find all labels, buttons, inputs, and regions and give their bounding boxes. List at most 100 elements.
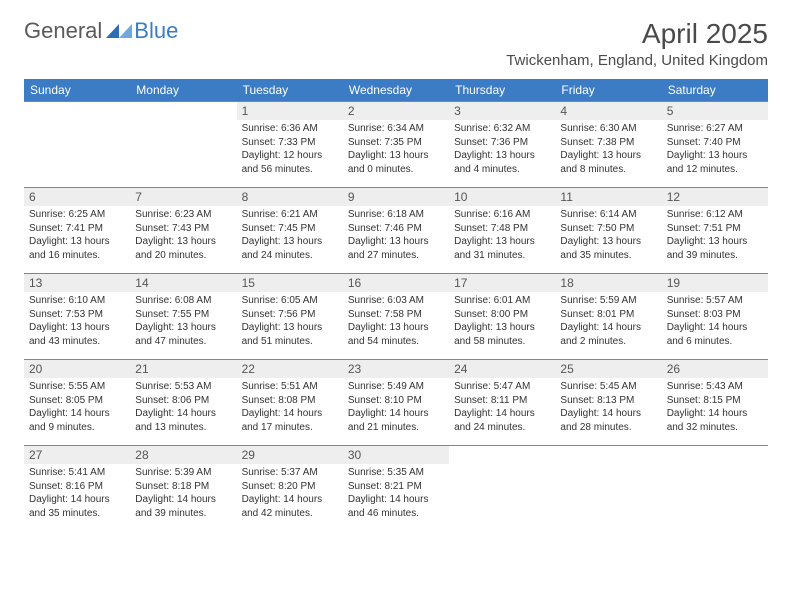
title-block: April 2025 Twickenham, England, United K…	[506, 18, 768, 69]
calendar-cell: 25Sunrise: 5:45 AMSunset: 8:13 PMDayligh…	[555, 359, 661, 445]
day-number-bar: 22	[237, 359, 343, 378]
day-number-bar: 2	[343, 101, 449, 120]
day-details: Sunrise: 6:01 AMSunset: 8:00 PMDaylight:…	[449, 292, 555, 352]
logo: General Blue	[24, 18, 178, 44]
calendar-cell: 4Sunrise: 6:30 AMSunset: 7:38 PMDaylight…	[555, 101, 661, 187]
day-number-bar: 7	[130, 187, 236, 206]
calendar-cell: 8Sunrise: 6:21 AMSunset: 7:45 PMDaylight…	[237, 187, 343, 273]
calendar-cell: 26Sunrise: 5:43 AMSunset: 8:15 PMDayligh…	[662, 359, 768, 445]
day-number-bar: 21	[130, 359, 236, 378]
calendar-cell: 28Sunrise: 5:39 AMSunset: 8:18 PMDayligh…	[130, 445, 236, 531]
day-details: Sunrise: 6:23 AMSunset: 7:43 PMDaylight:…	[130, 206, 236, 266]
day-details: Sunrise: 5:59 AMSunset: 8:01 PMDaylight:…	[555, 292, 661, 352]
calendar-cell	[130, 101, 236, 187]
day-number-bar: 12	[662, 187, 768, 206]
weekday-header-row: SundayMondayTuesdayWednesdayThursdayFrid…	[24, 79, 768, 101]
calendar-cell: 23Sunrise: 5:49 AMSunset: 8:10 PMDayligh…	[343, 359, 449, 445]
day-number-bar: 28	[130, 445, 236, 464]
day-number-bar: 5	[662, 101, 768, 120]
day-details: Sunrise: 5:53 AMSunset: 8:06 PMDaylight:…	[130, 378, 236, 438]
day-number-bar: 10	[449, 187, 555, 206]
day-details: Sunrise: 5:51 AMSunset: 8:08 PMDaylight:…	[237, 378, 343, 438]
calendar-cell: 10Sunrise: 6:16 AMSunset: 7:48 PMDayligh…	[449, 187, 555, 273]
day-details: Sunrise: 5:35 AMSunset: 8:21 PMDaylight:…	[343, 464, 449, 524]
day-details: Sunrise: 6:25 AMSunset: 7:41 PMDaylight:…	[24, 206, 130, 266]
day-number-bar: 13	[24, 273, 130, 292]
calendar-cell: 21Sunrise: 5:53 AMSunset: 8:06 PMDayligh…	[130, 359, 236, 445]
calendar-cell	[24, 101, 130, 187]
day-number-bar: 18	[555, 273, 661, 292]
calendar-cell	[449, 445, 555, 531]
day-number-bar: 9	[343, 187, 449, 206]
day-details: Sunrise: 6:18 AMSunset: 7:46 PMDaylight:…	[343, 206, 449, 266]
day-details: Sunrise: 6:27 AMSunset: 7:40 PMDaylight:…	[662, 120, 768, 180]
day-number-bar: 27	[24, 445, 130, 464]
day-number-bar: 3	[449, 101, 555, 120]
day-number-bar: 25	[555, 359, 661, 378]
weekday-header: Friday	[555, 79, 661, 101]
calendar-cell: 29Sunrise: 5:37 AMSunset: 8:20 PMDayligh…	[237, 445, 343, 531]
day-details: Sunrise: 6:12 AMSunset: 7:51 PMDaylight:…	[662, 206, 768, 266]
calendar-table: SundayMondayTuesdayWednesdayThursdayFrid…	[24, 79, 768, 531]
day-details: Sunrise: 6:05 AMSunset: 7:56 PMDaylight:…	[237, 292, 343, 352]
day-number-bar-blank	[24, 101, 130, 119]
day-details: Sunrise: 6:16 AMSunset: 7:48 PMDaylight:…	[449, 206, 555, 266]
logo-text-blue: Blue	[134, 18, 178, 44]
day-number-bar: 20	[24, 359, 130, 378]
day-details: Sunrise: 6:32 AMSunset: 7:36 PMDaylight:…	[449, 120, 555, 180]
calendar-cell: 1Sunrise: 6:36 AMSunset: 7:33 PMDaylight…	[237, 101, 343, 187]
logo-mark-icon	[106, 20, 132, 43]
calendar-body: 1Sunrise: 6:36 AMSunset: 7:33 PMDaylight…	[24, 101, 768, 531]
header: General Blue April 2025 Twickenham, Engl…	[24, 18, 768, 69]
day-details: Sunrise: 6:36 AMSunset: 7:33 PMDaylight:…	[237, 120, 343, 180]
day-details: Sunrise: 5:45 AMSunset: 8:13 PMDaylight:…	[555, 378, 661, 438]
calendar-cell: 12Sunrise: 6:12 AMSunset: 7:51 PMDayligh…	[662, 187, 768, 273]
calendar-week-row: 1Sunrise: 6:36 AMSunset: 7:33 PMDaylight…	[24, 101, 768, 187]
day-number-bar: 14	[130, 273, 236, 292]
day-number-bar-blank	[662, 445, 768, 463]
day-number-bar: 26	[662, 359, 768, 378]
day-details: Sunrise: 6:34 AMSunset: 7:35 PMDaylight:…	[343, 120, 449, 180]
calendar-cell	[662, 445, 768, 531]
calendar-week-row: 13Sunrise: 6:10 AMSunset: 7:53 PMDayligh…	[24, 273, 768, 359]
day-details: Sunrise: 5:37 AMSunset: 8:20 PMDaylight:…	[237, 464, 343, 524]
calendar-cell: 24Sunrise: 5:47 AMSunset: 8:11 PMDayligh…	[449, 359, 555, 445]
weekday-header: Thursday	[449, 79, 555, 101]
weekday-header: Sunday	[24, 79, 130, 101]
weekday-header: Wednesday	[343, 79, 449, 101]
day-number-bar: 17	[449, 273, 555, 292]
day-details: Sunrise: 6:03 AMSunset: 7:58 PMDaylight:…	[343, 292, 449, 352]
calendar-week-row: 20Sunrise: 5:55 AMSunset: 8:05 PMDayligh…	[24, 359, 768, 445]
calendar-week-row: 27Sunrise: 5:41 AMSunset: 8:16 PMDayligh…	[24, 445, 768, 531]
calendar-cell: 11Sunrise: 6:14 AMSunset: 7:50 PMDayligh…	[555, 187, 661, 273]
day-details: Sunrise: 5:43 AMSunset: 8:15 PMDaylight:…	[662, 378, 768, 438]
calendar-cell: 13Sunrise: 6:10 AMSunset: 7:53 PMDayligh…	[24, 273, 130, 359]
day-details: Sunrise: 6:10 AMSunset: 7:53 PMDaylight:…	[24, 292, 130, 352]
day-number-bar: 19	[662, 273, 768, 292]
day-details: Sunrise: 5:39 AMSunset: 8:18 PMDaylight:…	[130, 464, 236, 524]
calendar-cell: 14Sunrise: 6:08 AMSunset: 7:55 PMDayligh…	[130, 273, 236, 359]
calendar-cell: 30Sunrise: 5:35 AMSunset: 8:21 PMDayligh…	[343, 445, 449, 531]
day-details: Sunrise: 6:08 AMSunset: 7:55 PMDaylight:…	[130, 292, 236, 352]
day-details: Sunrise: 5:57 AMSunset: 8:03 PMDaylight:…	[662, 292, 768, 352]
calendar-cell: 3Sunrise: 6:32 AMSunset: 7:36 PMDaylight…	[449, 101, 555, 187]
calendar-cell: 17Sunrise: 6:01 AMSunset: 8:00 PMDayligh…	[449, 273, 555, 359]
calendar-cell: 7Sunrise: 6:23 AMSunset: 7:43 PMDaylight…	[130, 187, 236, 273]
calendar-cell: 22Sunrise: 5:51 AMSunset: 8:08 PMDayligh…	[237, 359, 343, 445]
month-title: April 2025	[506, 18, 768, 50]
calendar-cell: 19Sunrise: 5:57 AMSunset: 8:03 PMDayligh…	[662, 273, 768, 359]
calendar-cell: 9Sunrise: 6:18 AMSunset: 7:46 PMDaylight…	[343, 187, 449, 273]
day-number-bar-blank	[555, 445, 661, 463]
calendar-cell: 18Sunrise: 5:59 AMSunset: 8:01 PMDayligh…	[555, 273, 661, 359]
day-number-bar-blank	[130, 101, 236, 119]
calendar-cell: 2Sunrise: 6:34 AMSunset: 7:35 PMDaylight…	[343, 101, 449, 187]
weekday-header: Monday	[130, 79, 236, 101]
day-number-bar: 11	[555, 187, 661, 206]
calendar-cell: 16Sunrise: 6:03 AMSunset: 7:58 PMDayligh…	[343, 273, 449, 359]
calendar-cell: 6Sunrise: 6:25 AMSunset: 7:41 PMDaylight…	[24, 187, 130, 273]
day-number-bar: 30	[343, 445, 449, 464]
day-number-bar: 15	[237, 273, 343, 292]
day-number-bar: 8	[237, 187, 343, 206]
day-details: Sunrise: 5:41 AMSunset: 8:16 PMDaylight:…	[24, 464, 130, 524]
day-number-bar: 24	[449, 359, 555, 378]
